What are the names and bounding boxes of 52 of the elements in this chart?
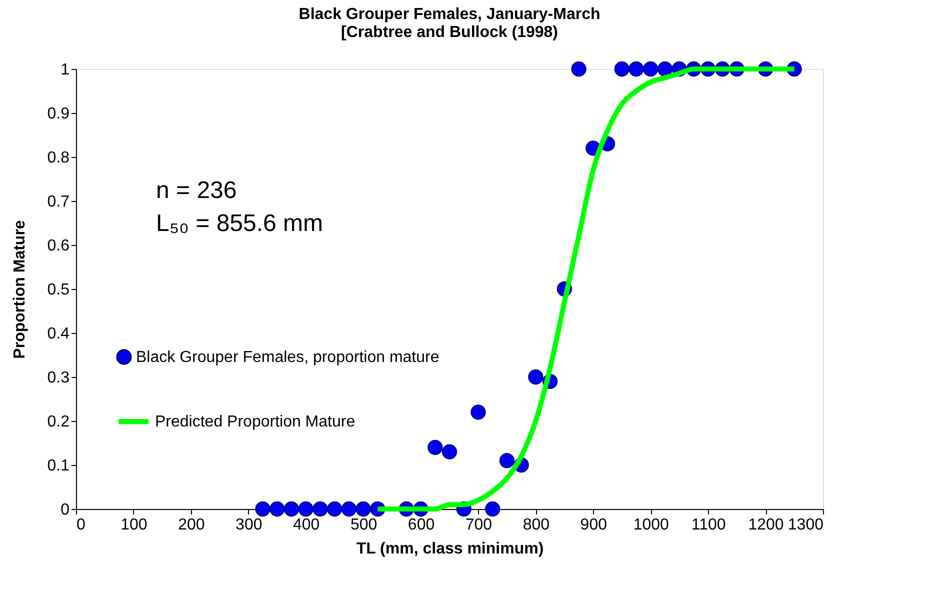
chart-title: Black Grouper Females, January-March bbox=[298, 6, 600, 23]
point bbox=[312, 501, 328, 517]
y-tick-label: 0.8 bbox=[47, 150, 70, 166]
annotation: L₅₀ = 855.6 mm bbox=[156, 210, 324, 237]
x-tick-label: 900 bbox=[580, 516, 608, 534]
y-tick-label: 0.4 bbox=[47, 326, 70, 342]
y-tick-label: 0.7 bbox=[47, 194, 70, 210]
point bbox=[485, 501, 500, 517]
x-tick-label: 700 bbox=[465, 516, 492, 534]
x-tick-label: 300 bbox=[236, 516, 262, 534]
x-tick-label: 600 bbox=[408, 516, 435, 534]
x-tick-label: 1100 bbox=[691, 516, 726, 534]
legend-label: Predicted Proportion Mature bbox=[155, 414, 356, 430]
point bbox=[356, 501, 371, 517]
x-tick-label: 500 bbox=[350, 516, 378, 534]
y-tick-label: 0.9 bbox=[47, 106, 70, 122]
point bbox=[657, 61, 673, 77]
point bbox=[428, 440, 443, 455]
point bbox=[327, 501, 342, 517]
point bbox=[341, 501, 357, 517]
point bbox=[614, 61, 630, 77]
x-tick-label: 100 bbox=[120, 516, 148, 534]
point bbox=[270, 501, 285, 517]
x-tick-label: 1200 bbox=[748, 516, 784, 534]
point bbox=[442, 444, 458, 460]
point bbox=[571, 61, 586, 77]
y-tick-label: 0.3 bbox=[47, 370, 70, 386]
y-tick-label: 0.6 bbox=[47, 238, 70, 254]
chart-subtitle: [Crabtree and Bullock (1998) bbox=[341, 24, 558, 41]
point bbox=[643, 61, 658, 77]
x-axis-title: TL (mm, class minimum) bbox=[356, 540, 544, 558]
y-axis-title: Proportion Mature bbox=[11, 220, 28, 359]
x-tick-label: 0 bbox=[76, 516, 86, 534]
x-tick-label: 1000 bbox=[633, 516, 670, 534]
y-tick-label: 0.2 bbox=[47, 414, 70, 430]
legend-label: Black Grouper Females, proportion mature bbox=[136, 349, 440, 366]
point bbox=[255, 501, 270, 517]
x-tick-label: 200 bbox=[178, 516, 205, 534]
point bbox=[284, 501, 300, 517]
point bbox=[528, 369, 544, 385]
y-tick-label: 0.5 bbox=[47, 282, 70, 298]
annotation: n = 236 bbox=[156, 177, 237, 204]
y-tick-label: 0.1 bbox=[47, 458, 70, 474]
point bbox=[628, 61, 644, 77]
point bbox=[470, 404, 486, 420]
point bbox=[499, 453, 515, 468]
y-tick-label: 1 bbox=[60, 62, 70, 78]
x-tick-label: 400 bbox=[292, 516, 320, 534]
x-tick-label: 800 bbox=[522, 516, 550, 534]
x-tick-label: 1300 bbox=[788, 516, 824, 534]
point bbox=[298, 501, 314, 517]
y-tick-label: 0 bbox=[60, 502, 70, 518]
